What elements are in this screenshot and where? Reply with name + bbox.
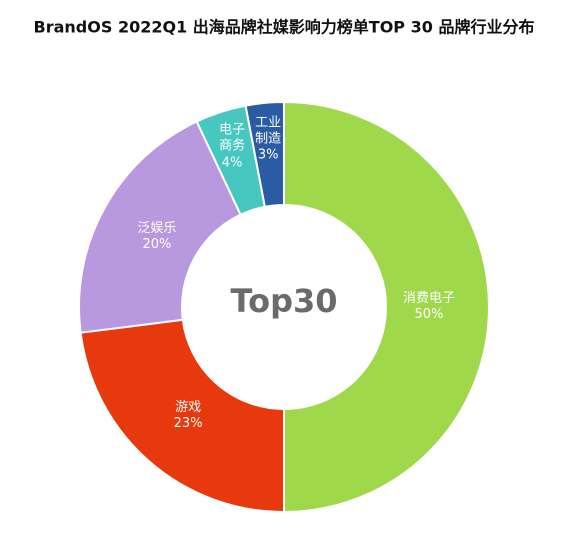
donut-slice bbox=[78, 120, 242, 334]
donut-slice bbox=[283, 100, 490, 514]
category-label: 消费电子 bbox=[402, 290, 456, 306]
value-label: 23% bbox=[173, 415, 203, 431]
donut-slice bbox=[79, 318, 285, 514]
value-label: 4% bbox=[221, 155, 243, 171]
slice-label: 工业制造 3% bbox=[254, 115, 283, 164]
slice-label: 消费电子 50% bbox=[403, 291, 455, 324]
category-label: 游戏 bbox=[175, 399, 202, 415]
value-label: 3% bbox=[257, 147, 279, 163]
category-label: 工业制造 bbox=[255, 115, 282, 147]
value-label: 50% bbox=[414, 307, 444, 322]
chart-title: BrandOS 2022Q1 出海品牌社媒影响力榜单TOP 30 品牌行业分布 bbox=[34, 18, 535, 37]
slice-label: 游戏 23% bbox=[174, 400, 203, 433]
donut-slice bbox=[244, 100, 285, 208]
category-label: 电子商务 bbox=[219, 122, 246, 155]
value-label: 20% bbox=[142, 237, 172, 253]
slice-label: 泛娱乐 20% bbox=[137, 221, 176, 254]
slice-label: 电子商务 4% bbox=[218, 123, 247, 172]
center-label: Top30 bbox=[231, 282, 338, 320]
category-label: 泛娱乐 bbox=[137, 220, 177, 236]
